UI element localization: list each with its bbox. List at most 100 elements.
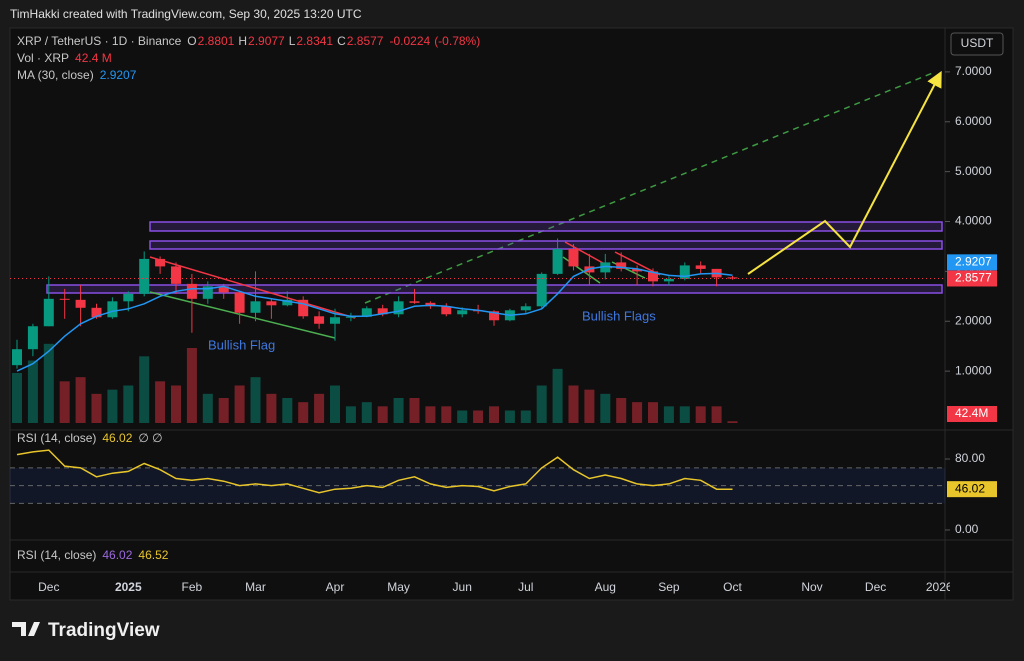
candle-body bbox=[250, 301, 261, 313]
volume-bar bbox=[457, 410, 468, 423]
legend-text: L bbox=[289, 34, 296, 48]
candle-body bbox=[234, 292, 245, 313]
candle-body bbox=[171, 266, 181, 284]
ma-badge bbox=[947, 254, 997, 271]
volume-bar bbox=[568, 385, 579, 423]
y-tick-label: 1.0000 bbox=[955, 363, 992, 377]
rsi-tick-label: 80.00 bbox=[955, 451, 985, 465]
volume-bar bbox=[473, 410, 484, 423]
x-tick-label: Jul bbox=[518, 580, 533, 594]
legend-text: MA (30, close) bbox=[17, 68, 94, 82]
currency-button-label[interactable]: USDT bbox=[961, 36, 994, 50]
candle-body bbox=[377, 308, 388, 315]
rsi-line bbox=[16, 449, 733, 494]
volume-bar bbox=[663, 406, 674, 423]
legend-text: ∅ ∅ bbox=[138, 431, 162, 445]
candle-body bbox=[632, 268, 643, 272]
legend-text: Vol · XRP bbox=[17, 51, 69, 65]
x-tick-label: 2026 bbox=[926, 580, 953, 594]
support-zone bbox=[46, 284, 943, 294]
legend-text: RSI (14, close) bbox=[17, 548, 96, 562]
candle-body bbox=[12, 349, 22, 366]
flag-line bbox=[149, 291, 336, 339]
rsi-badge-label: 46.02 bbox=[955, 481, 985, 495]
candle-body bbox=[552, 248, 563, 274]
credit: TimHakki created with TradingView.com, S… bbox=[10, 7, 362, 21]
candle-body bbox=[345, 316, 356, 318]
candle-body bbox=[91, 307, 102, 318]
volume-bar bbox=[632, 402, 643, 423]
volume-bar bbox=[504, 410, 515, 423]
volume-badge-label: 42.4M bbox=[955, 406, 988, 420]
price-badge-label: 2.8577 bbox=[955, 271, 992, 285]
x-tick-label: Apr bbox=[326, 580, 345, 594]
volume-bar bbox=[91, 393, 102, 423]
ma-badge-label: 2.9207 bbox=[955, 255, 992, 269]
y-tick-label: 6.0000 bbox=[955, 114, 992, 128]
volume-bar bbox=[298, 402, 309, 423]
candle-body bbox=[75, 299, 86, 308]
volume-bar bbox=[441, 406, 452, 423]
candle-body bbox=[648, 271, 658, 282]
volume-bar bbox=[616, 398, 627, 423]
y-tick-label: 4.0000 bbox=[955, 214, 992, 228]
volume-bar bbox=[648, 402, 658, 423]
logo-icon bbox=[12, 622, 40, 636]
flag-line bbox=[149, 256, 356, 319]
candle-body bbox=[695, 265, 706, 269]
x-tick-label: Dec bbox=[865, 580, 886, 594]
volume-bar bbox=[27, 360, 38, 423]
candle-body bbox=[27, 326, 38, 350]
candle-body bbox=[536, 273, 547, 307]
volume-bar bbox=[186, 348, 197, 423]
candle-body bbox=[663, 278, 674, 282]
volume-bar bbox=[695, 406, 706, 423]
price-badge bbox=[947, 270, 997, 287]
candle-body bbox=[330, 317, 340, 324]
volume-badge bbox=[947, 406, 997, 422]
candle-body bbox=[679, 265, 690, 279]
ma-line bbox=[16, 265, 733, 372]
volume-bar bbox=[552, 368, 563, 423]
volume-bar bbox=[489, 406, 499, 423]
annotation: Bullish Flag bbox=[208, 337, 275, 352]
candle-body bbox=[616, 262, 627, 269]
currency-button[interactable] bbox=[950, 32, 1004, 56]
x-tick-label: Nov bbox=[801, 580, 822, 594]
legend-text: -0.0224 bbox=[389, 34, 430, 48]
candle-body bbox=[489, 311, 499, 321]
x-tick-label: Dec bbox=[38, 580, 59, 594]
forecast-path bbox=[747, 70, 942, 275]
legend-text: O bbox=[187, 34, 196, 48]
legend-text: 42.4 M bbox=[75, 51, 112, 65]
volume-bar bbox=[409, 398, 420, 423]
volume-bar bbox=[155, 381, 166, 423]
volume-bar bbox=[584, 389, 595, 423]
x-tick-label: Aug bbox=[595, 580, 616, 594]
candle-body bbox=[107, 301, 118, 318]
candle-body bbox=[298, 299, 309, 317]
volume-bar bbox=[107, 389, 118, 423]
volume-bar bbox=[536, 385, 547, 423]
legend-text: (-0.78%) bbox=[434, 34, 480, 48]
volume-bar bbox=[282, 398, 293, 423]
x-tick-label: Oct bbox=[723, 580, 742, 594]
volume-bar bbox=[123, 385, 134, 423]
candle-body bbox=[202, 286, 213, 299]
volume-bar bbox=[266, 393, 277, 423]
legend-text: RSI (14, close) bbox=[17, 431, 96, 445]
y-tick-label: 7.0000 bbox=[955, 64, 992, 78]
x-tick-label: Jun bbox=[453, 580, 472, 594]
candle-body bbox=[266, 301, 277, 306]
candle-body bbox=[520, 306, 531, 311]
volume-bar bbox=[43, 343, 54, 423]
candle-body bbox=[600, 262, 611, 273]
candle-body bbox=[727, 277, 738, 279]
volume-bar bbox=[234, 385, 245, 423]
volume-bar bbox=[250, 377, 261, 423]
volume bbox=[12, 343, 738, 423]
volume-bar bbox=[171, 385, 181, 423]
legend-text: 2.8577 bbox=[347, 34, 384, 48]
